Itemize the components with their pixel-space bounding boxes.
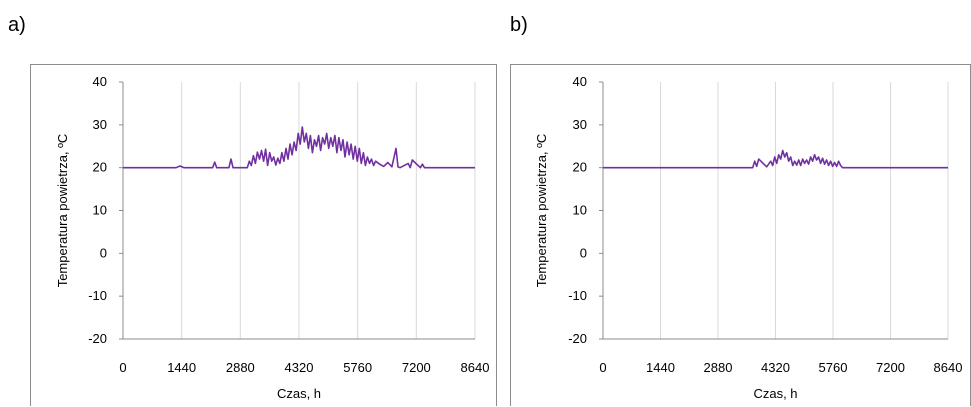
temperature-line-a: [123, 126, 475, 169]
x-tick-label-a-0: 0: [119, 360, 126, 375]
x-tick-label-a-3: 4320: [285, 360, 314, 375]
y-tick-label-a-3: 10: [93, 203, 107, 218]
chart-a-frame: -20 -10 0 10 20 30 40 0 1440 2880 4320 5760 7200 8640…: [30, 64, 497, 406]
x-tick-label-b-5: 7200: [876, 360, 905, 375]
panel-label-b: b): [510, 14, 528, 36]
x-tick-label-b-0: 0: [599, 360, 606, 375]
y-axis-title-b: Temperatura powietrza, ºC: [534, 134, 549, 288]
x-tick-label-b-1: 1440: [646, 360, 675, 375]
y-tick-label-a-1: -10: [88, 288, 107, 303]
y-tick-label-a-6: 40: [93, 74, 107, 89]
y-tick-label-b-1: -10: [568, 288, 587, 303]
x-axis-title-b: Czas, h: [753, 386, 797, 401]
chart-b-frame: -20 -10 0 10 20 30 40 0 1440 2880 4320 5760 7200 8640…: [510, 64, 971, 406]
y-tick-label-b-0: -20: [568, 331, 587, 346]
x-tick-label-a-5: 7200: [402, 360, 431, 375]
x-tick-label-a-2: 2880: [226, 360, 255, 375]
x-tick-label-a-4: 5760: [343, 360, 372, 375]
x-tick-label-b-2: 2880: [704, 360, 733, 375]
temperature-line-b: [603, 149, 948, 169]
x-tick-label-a-1: 1440: [167, 360, 196, 375]
y-tick-label-a-2: 0: [100, 245, 107, 260]
x-tick-label-b-6: 8640: [934, 360, 963, 375]
y-tick-label-a-4: 20: [93, 160, 107, 175]
x-tick-label-b-3: 4320: [761, 360, 790, 375]
x-tick-label-a-6: 8640: [461, 360, 490, 375]
y-tick-label-a-5: 30: [93, 117, 107, 132]
panel-label-a: a): [8, 14, 26, 36]
chart-a-svg: -20 -10 0 10 20 30 40 0 1440 2880 4320 5760 7200 8640…: [55, 74, 490, 401]
y-axis-title-a: Temperatura powietrza, ºC: [55, 134, 70, 288]
y-tick-label-b-6: 40: [573, 74, 587, 89]
y-tick-label-a-0: -20: [88, 331, 107, 346]
x-tick-label-b-4: 5760: [819, 360, 848, 375]
y-tick-label-b-5: 30: [573, 117, 587, 132]
x-axis-title-a: Czas, h: [277, 386, 321, 401]
chart-b-svg: -20 -10 0 10 20 30 40 0 1440 2880 4320 5760 7200 8640…: [534, 74, 963, 401]
y-tick-label-b-3: 10: [573, 203, 587, 218]
y-tick-label-b-4: 20: [573, 160, 587, 175]
y-tick-label-b-2: 0: [580, 245, 587, 260]
